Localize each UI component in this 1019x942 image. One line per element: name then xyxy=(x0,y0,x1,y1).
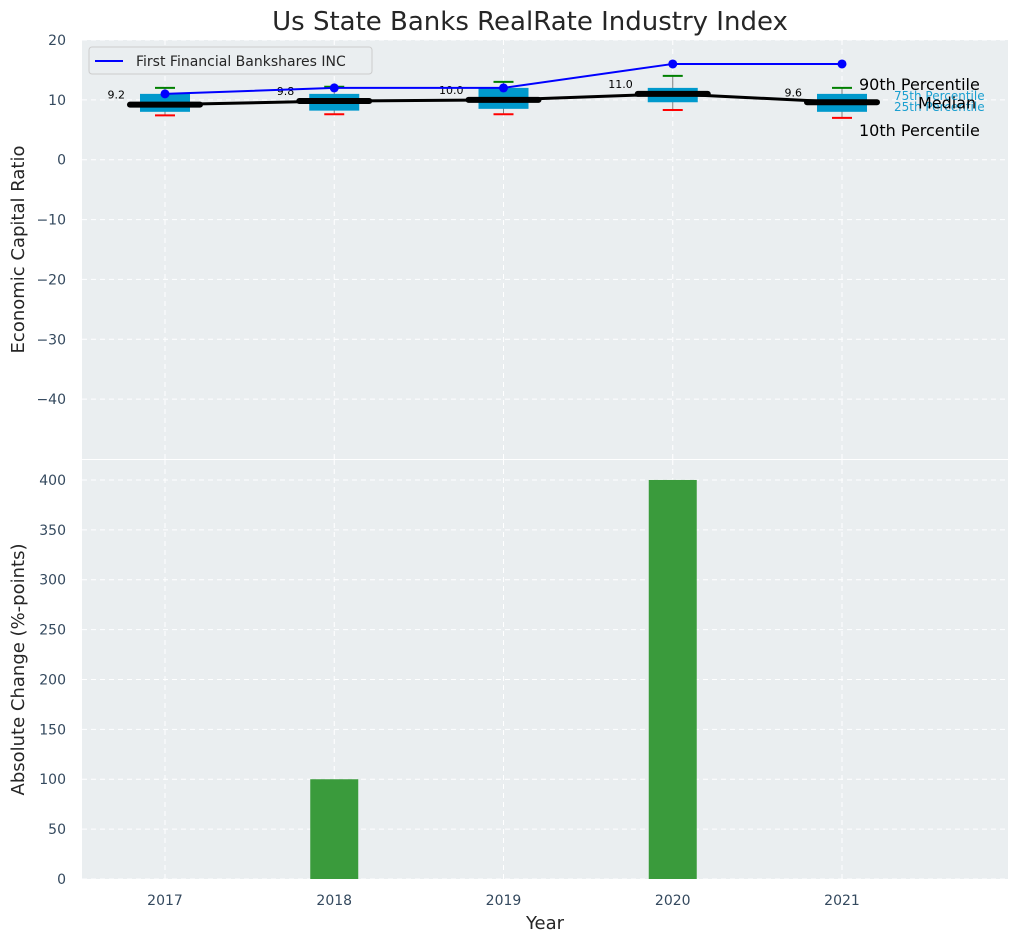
bottom-y-tick-label: 350 xyxy=(39,523,66,539)
top-y-tick-label: 10 xyxy=(48,93,66,109)
company-series-point xyxy=(499,83,508,93)
bottom-y-tick-label: 50 xyxy=(48,822,66,838)
bottom-y-tick-label: 100 xyxy=(39,772,66,788)
median-value-label: 9.2 xyxy=(108,89,126,102)
x-tick-label: 2019 xyxy=(486,893,522,909)
company-series-point xyxy=(329,83,339,93)
top-y-tick-label: −30 xyxy=(36,332,66,348)
x-tick-label: 2020 xyxy=(655,893,691,909)
bottom-y-tick-label: 250 xyxy=(39,623,66,639)
x-tick-label: 2021 xyxy=(824,893,860,909)
median-annotation: Median xyxy=(918,93,976,112)
p10-annotation: 10th Percentile xyxy=(859,121,980,140)
top-y-tick-label: 20 xyxy=(48,33,66,49)
p75-annotation: 75th Percentile xyxy=(894,89,985,103)
bottom-y-tick-label: 150 xyxy=(39,722,66,738)
company-series-point xyxy=(668,59,678,69)
chart-title: Us State Banks RealRate Industry Index xyxy=(272,7,788,37)
company-series-point xyxy=(837,59,847,69)
median-value-label: 11.0 xyxy=(608,78,633,91)
p25-annotation: 25th Percentile xyxy=(894,100,985,114)
legend-label: First Financial Bankshares INC xyxy=(136,54,346,70)
bottom-y-tick-label: 300 xyxy=(39,573,66,589)
company-series-point xyxy=(160,89,170,99)
top-y-tick-label: −40 xyxy=(36,392,66,408)
change-bar xyxy=(310,779,359,879)
change-bar xyxy=(648,479,697,879)
median-value-label: 9.8 xyxy=(277,85,295,98)
top-y-tick-label: −20 xyxy=(36,272,66,288)
legend-box xyxy=(88,46,373,75)
top-y-tick-label: 0 xyxy=(57,153,66,169)
bottom-y-tick-label: 0 xyxy=(57,872,66,888)
x-tick-label: 2017 xyxy=(147,893,183,909)
x-axis-label: Year xyxy=(525,913,565,934)
median-value-label: 9.6 xyxy=(785,86,803,99)
x-tick-label: 2018 xyxy=(316,893,352,909)
p90-annotation: 90th Percentile xyxy=(859,75,980,94)
bottom-y-tick-label: 200 xyxy=(39,672,66,688)
median-line xyxy=(164,92,843,107)
top-y-axis-label: Economic Capital Ratio xyxy=(8,146,29,354)
median-value-label: 10.0 xyxy=(439,84,464,97)
bottom-y-axis-label: Absolute Change (%-points) xyxy=(8,544,29,796)
bottom-y-tick-label: 400 xyxy=(39,473,66,489)
bottom-panel-background xyxy=(82,460,1008,879)
top-y-tick-label: −10 xyxy=(36,213,66,229)
